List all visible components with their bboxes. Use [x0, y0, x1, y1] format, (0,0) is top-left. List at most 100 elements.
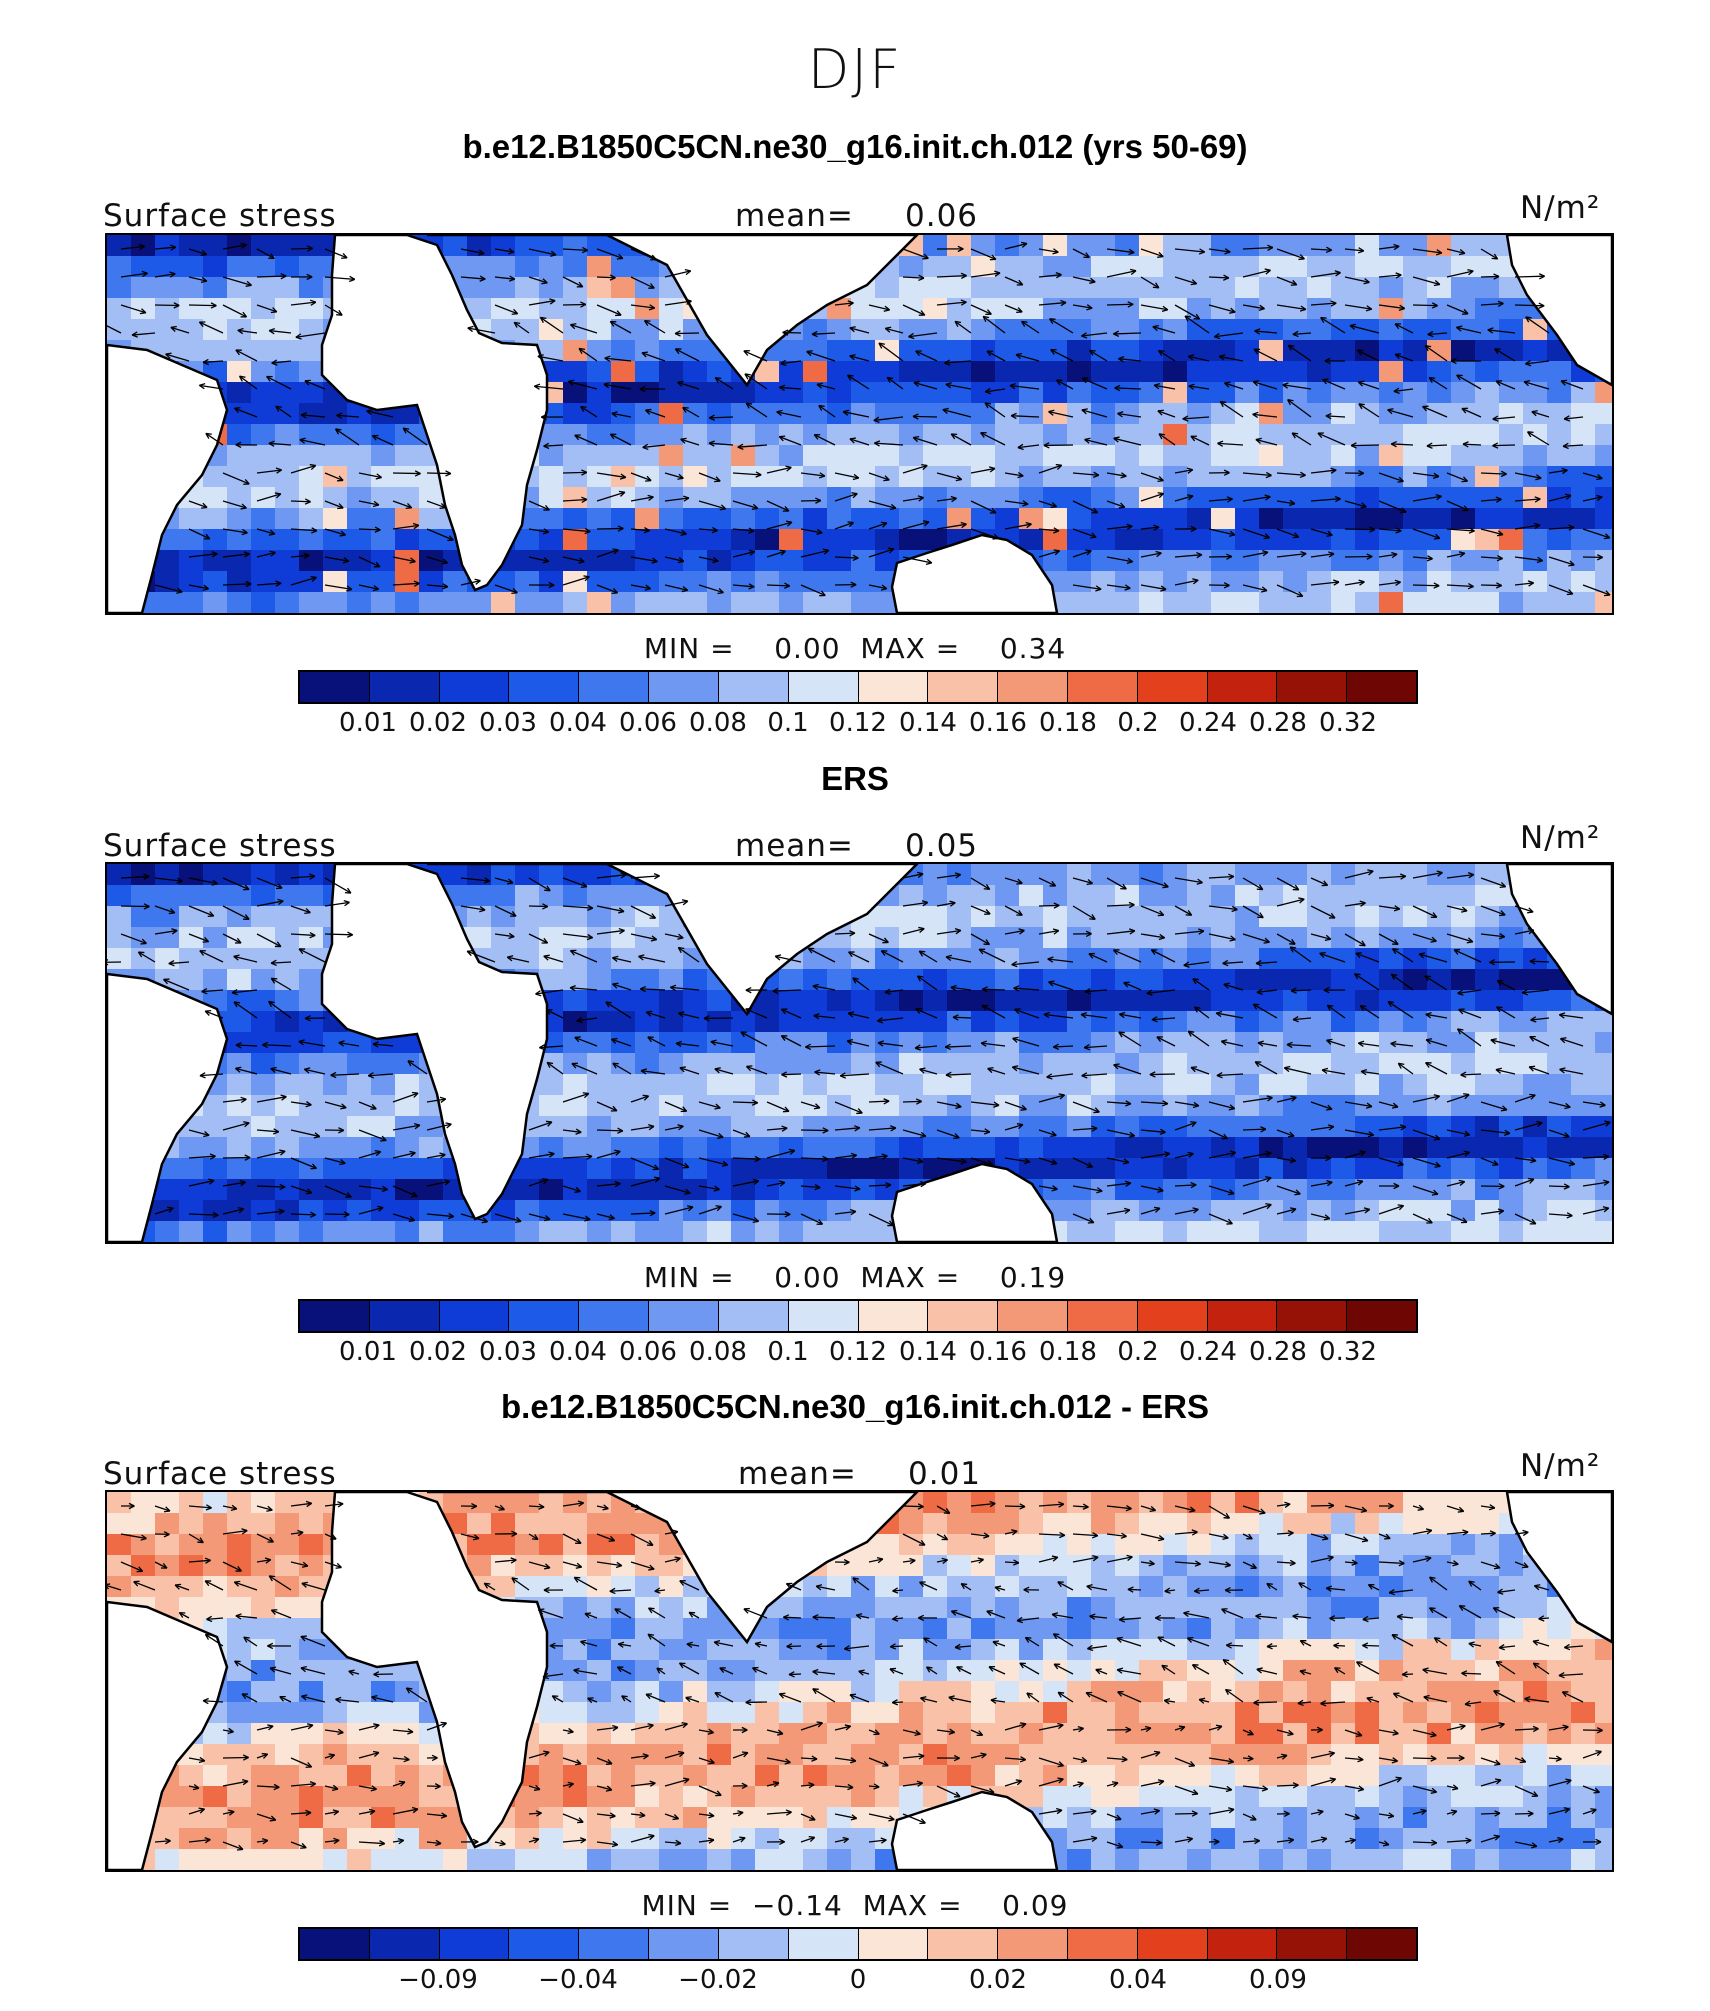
panel-3-colorbar — [298, 1927, 1418, 1961]
colorbar-tick-label: 0.08 — [689, 1337, 747, 1367]
stress-vectors — [107, 869, 1611, 1227]
panel-1-max-value: 0.34 — [999, 632, 1067, 665]
colorbar-swatch — [858, 1929, 929, 1959]
colorbar-swatch — [369, 672, 440, 702]
colorbar-swatch — [718, 672, 789, 702]
colorbar-tick-label: 0.18 — [1039, 1337, 1097, 1367]
panel-1-mean-label: mean= — [735, 198, 854, 234]
colorbar-tick-label: 0.02 — [969, 1965, 1027, 1995]
colorbar-swatch — [1137, 1929, 1208, 1959]
colorbar-tick-label: −0.04 — [538, 1965, 618, 1995]
panel-1-field — [107, 235, 1612, 613]
colorbar-swatch — [1347, 1929, 1416, 1959]
colorbar-swatch — [579, 1929, 650, 1959]
colorbar-swatch — [788, 1301, 859, 1331]
colorbar-tick-label: 0.02 — [409, 1337, 467, 1367]
panel-3-mean-value: 0.01 — [908, 1456, 982, 1492]
colorbar-tick-label: 0.2 — [1117, 1337, 1159, 1367]
panel-1-colorbar — [298, 670, 1418, 704]
colorbar-tick-label: 0.04 — [549, 1337, 607, 1367]
panel-2-colorbar — [298, 1299, 1418, 1333]
colorbar-tick-label: 0.09 — [1249, 1965, 1307, 1995]
panel-2-field — [107, 864, 1612, 1242]
colorbar-tick-label: 0.24 — [1179, 1337, 1237, 1367]
colorbar-swatch — [509, 1929, 580, 1959]
colorbar-swatch — [1277, 672, 1348, 702]
colorbar-tick-label: 0.16 — [969, 1337, 1027, 1367]
colorbar-swatch — [439, 1301, 510, 1331]
colorbar-swatch — [649, 1301, 719, 1331]
colorbar-swatch — [998, 672, 1068, 702]
colorbar-swatch — [788, 1929, 859, 1959]
colorbar-tick-label: 0.14 — [899, 708, 957, 738]
colorbar-swatch — [718, 1929, 789, 1959]
colorbar-swatch — [649, 1929, 719, 1959]
colorbar-tick-label: 0.06 — [619, 708, 677, 738]
colorbar-tick-label: −0.09 — [398, 1965, 478, 1995]
colorbar-tick-label: 0.01 — [339, 1337, 397, 1367]
colorbar-swatch — [1207, 1929, 1278, 1959]
panel-1-colorbar-ticks: 0.01 0.02 0.03 0.04 0.06 0.08 0.1 0.12 0.14 0.16 0… — [298, 708, 1418, 742]
panel-2-title: ERS — [821, 760, 889, 797]
colorbar-swatch — [1067, 1929, 1138, 1959]
colorbar-swatch — [788, 672, 859, 702]
panel-3-minmax: MIN = −0.14 MAX = 0.09 — [0, 1889, 1710, 1922]
panel-3-min-value: −0.14 — [752, 1889, 843, 1922]
colorbar-swatch — [1137, 1301, 1208, 1331]
colorbar-swatch — [579, 1301, 650, 1331]
panel-2-max-label: MAX = — [860, 1261, 961, 1294]
colorbar-tick-label: 0.08 — [689, 708, 747, 738]
panel-2-mean-value: 0.05 — [905, 828, 979, 864]
colorbar-tick-label: 0.04 — [549, 708, 607, 738]
colorbar-tick-label: 0.04 — [1109, 1965, 1167, 1995]
colorbar-swatch — [998, 1301, 1068, 1331]
colorbar-tick-label: 0.01 — [339, 708, 397, 738]
colorbar-swatch — [509, 672, 580, 702]
panel-3-min-label: MIN = — [641, 1889, 733, 1922]
colorbar-tick-label: 0.02 — [409, 708, 467, 738]
panel-2-min-value: 0.00 — [774, 1261, 841, 1294]
colorbar-swatch — [509, 1301, 580, 1331]
panel-2-max-value: 0.19 — [999, 1261, 1067, 1294]
panel-2-min-label: MIN = — [643, 1261, 735, 1294]
page-title: DJF — [807, 38, 903, 101]
colorbar-swatch — [579, 672, 650, 702]
colorbar-tick-label: 0.24 — [1179, 708, 1237, 738]
stress-vectors — [107, 1500, 1603, 1851]
colorbar-swatch — [858, 1301, 929, 1331]
panel-1-minmax: MIN = 0.00 MAX = 0.34 — [0, 632, 1710, 665]
colorbar-swatch — [300, 1929, 370, 1959]
colorbar-swatch — [300, 672, 370, 702]
colorbar-swatch — [928, 1301, 999, 1331]
panel-3-mean-label: mean= — [738, 1456, 857, 1492]
colorbar-swatch — [1347, 1301, 1416, 1331]
colorbar-swatch — [1207, 1301, 1278, 1331]
colorbar-swatch — [1067, 1301, 1138, 1331]
panel-1-min-label: MIN = — [643, 632, 735, 665]
colorbar-swatch — [369, 1301, 440, 1331]
land-masses — [107, 235, 1612, 613]
stress-vectors — [107, 241, 1611, 598]
field-cells — [107, 235, 1612, 613]
colorbar-tick-label: 0.28 — [1249, 708, 1307, 738]
panel-1-units: N/m² — [1520, 190, 1601, 226]
colorbar-tick-label: 0.32 — [1319, 1337, 1377, 1367]
land-masses — [107, 864, 1612, 1242]
panel-1-min-value: 0.00 — [774, 632, 841, 665]
colorbar-swatch — [439, 672, 510, 702]
colorbar-swatch — [439, 1929, 510, 1959]
colorbar-swatch — [718, 1301, 789, 1331]
colorbar-tick-label: 0.12 — [829, 1337, 887, 1367]
panel-1-map — [105, 233, 1614, 615]
colorbar-swatch — [928, 672, 999, 702]
panel-3-field — [107, 1492, 1612, 1870]
colorbar-tick-label: 0 — [849, 1965, 867, 1995]
colorbar-tick-label: 0.32 — [1319, 708, 1377, 738]
colorbar-swatch — [649, 672, 719, 702]
panel-2-colorbar-ticks: 0.01 0.02 0.03 0.04 0.06 0.08 0.1 0.12 0.14 0.16 0… — [298, 1337, 1418, 1371]
colorbar-swatch — [1137, 672, 1208, 702]
colorbar-swatch — [1277, 1301, 1348, 1331]
panel-3-units: N/m² — [1520, 1448, 1601, 1484]
colorbar-tick-label: 0.06 — [619, 1337, 677, 1367]
colorbar-swatch — [1277, 1929, 1348, 1959]
